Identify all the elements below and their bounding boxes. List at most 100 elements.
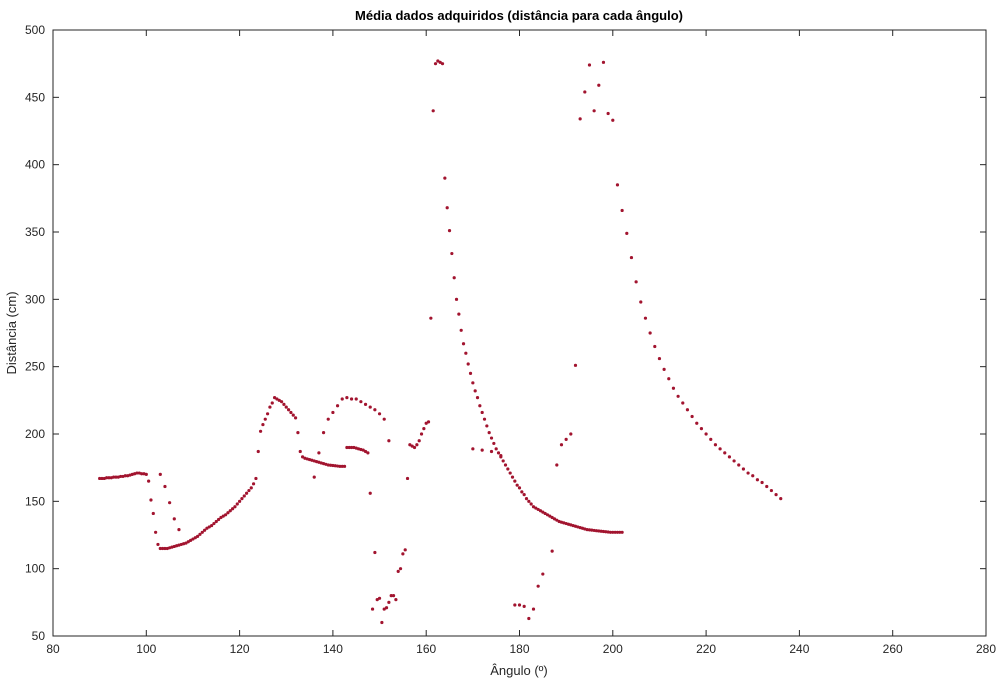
data-point: [671, 386, 676, 390]
y-tick-label: 250: [25, 360, 45, 374]
data-point: [541, 510, 545, 514]
data-point: [592, 528, 596, 533]
data-point: [424, 421, 428, 425]
data-point: [517, 603, 522, 607]
data-point: [335, 464, 340, 468]
data-point: [450, 251, 454, 256]
data-point: [396, 569, 400, 573]
data-point: [615, 183, 620, 187]
data-point: [312, 475, 316, 479]
data-point: [361, 448, 365, 452]
data-point: [426, 420, 431, 424]
data-point: [193, 536, 197, 540]
data-point: [569, 432, 573, 436]
data-point: [534, 506, 538, 510]
data-point: [154, 530, 158, 534]
data-point: [613, 530, 617, 534]
data-point: [760, 480, 764, 485]
data-point: [105, 476, 109, 480]
data-point: [503, 463, 508, 467]
data-point: [597, 83, 601, 87]
data-point: [473, 389, 477, 393]
data-point: [144, 472, 148, 476]
data-point: [594, 529, 599, 533]
data-point: [685, 408, 690, 412]
data-point: [408, 443, 412, 447]
data-point: [443, 176, 447, 180]
data-point: [317, 451, 321, 455]
data-point: [212, 521, 216, 526]
data-point: [447, 229, 452, 233]
data-point: [550, 515, 554, 520]
data-point: [461, 342, 466, 346]
data-point: [296, 431, 300, 435]
data-point: [487, 431, 491, 435]
y-tick-label: 150: [25, 494, 45, 508]
data-point: [482, 417, 487, 421]
data-point: [186, 540, 190, 544]
data-point: [629, 255, 634, 260]
data-point: [433, 62, 438, 66]
data-point: [349, 445, 354, 450]
data-point: [529, 502, 533, 506]
data-point: [620, 208, 624, 213]
y-tick-label: 400: [25, 158, 45, 172]
data-point: [606, 111, 610, 116]
data-point: [373, 550, 377, 555]
data-point: [340, 397, 344, 401]
data-point: [228, 509, 232, 513]
data-point: [149, 498, 153, 502]
data-point: [555, 518, 559, 522]
data-point: [210, 523, 214, 528]
x-tick-label: 80: [46, 642, 60, 656]
y-tick-label: 350: [25, 225, 45, 239]
data-point: [552, 517, 557, 521]
data-point: [291, 413, 295, 417]
data-point: [634, 280, 638, 284]
data-point: [468, 371, 473, 375]
data-point: [214, 519, 218, 524]
x-tick-label: 120: [230, 642, 250, 656]
data-point: [536, 507, 540, 512]
data-point: [335, 404, 340, 408]
data-point: [587, 63, 592, 67]
data-point: [538, 509, 543, 513]
data-point: [513, 479, 517, 483]
data-point: [578, 117, 582, 121]
data-point: [662, 367, 666, 371]
data-point: [347, 445, 351, 450]
data-point: [382, 607, 386, 611]
data-point: [284, 405, 288, 409]
data-point: [258, 429, 263, 433]
data-point: [345, 396, 349, 400]
data-point: [100, 476, 104, 481]
data-point: [445, 206, 449, 210]
data-point: [172, 517, 176, 521]
data-point: [370, 607, 375, 611]
data-point: [328, 463, 333, 467]
data-point: [403, 548, 407, 552]
data-point: [135, 471, 139, 475]
data-point: [98, 476, 102, 481]
data-point: [545, 513, 550, 517]
data-point: [559, 443, 564, 447]
data-point: [249, 486, 253, 490]
data-point: [601, 529, 606, 534]
data-point: [606, 530, 610, 534]
data-point: [265, 412, 270, 416]
data-point: [769, 488, 774, 493]
data-point: [272, 396, 277, 400]
data-point: [231, 507, 235, 511]
data-point: [240, 497, 244, 501]
data-point: [667, 377, 671, 381]
data-point: [377, 596, 382, 600]
data-point: [555, 463, 559, 467]
data-point: [207, 525, 211, 529]
data-point: [774, 493, 778, 497]
data-point: [513, 603, 517, 607]
data-point: [196, 534, 200, 538]
data-point: [217, 517, 221, 522]
data-point: [604, 530, 608, 534]
